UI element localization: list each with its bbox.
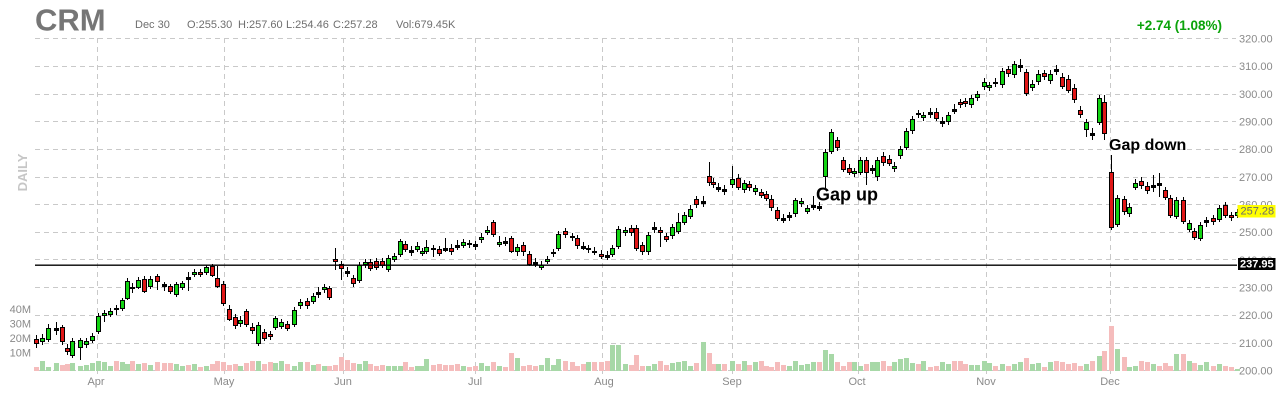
svg-text:30M: 30M [10, 319, 31, 331]
svg-text:Sep: Sep [722, 376, 742, 388]
svg-text:C:257.28: C:257.28 [333, 19, 378, 31]
svg-text:230.00: 230.00 [1239, 283, 1273, 295]
svg-text:Gap down: Gap down [1109, 137, 1186, 154]
svg-text:300.00: 300.00 [1239, 89, 1273, 101]
svg-text:257.28: 257.28 [1241, 206, 1275, 218]
svg-text:310.00: 310.00 [1239, 61, 1273, 73]
svg-text:L:254.46: L:254.46 [286, 19, 329, 31]
svg-text:10M: 10M [10, 348, 31, 360]
svg-text:237.95: 237.95 [1240, 259, 1274, 271]
svg-text:210.00: 210.00 [1239, 338, 1273, 350]
svg-text:Nov: Nov [976, 376, 996, 388]
svg-text:220.00: 220.00 [1239, 310, 1273, 322]
svg-text:320.00: 320.00 [1239, 34, 1273, 46]
svg-text:290.00: 290.00 [1239, 117, 1273, 129]
svg-text:May: May [214, 376, 235, 388]
svg-text:200.00: 200.00 [1239, 366, 1273, 378]
svg-text:Oct: Oct [848, 376, 865, 388]
svg-text:Apr: Apr [87, 376, 104, 388]
svg-text:Jun: Jun [334, 376, 352, 388]
svg-text:Jul: Jul [468, 376, 482, 388]
svg-text:H:257.60: H:257.60 [238, 19, 283, 31]
svg-text:CRM: CRM [35, 3, 106, 38]
svg-text:20M: 20M [10, 333, 31, 345]
svg-text:O:255.30: O:255.30 [187, 19, 232, 31]
svg-text:280.00: 280.00 [1239, 144, 1273, 156]
svg-text:Gap up: Gap up [816, 185, 878, 205]
svg-text:Dec: Dec [1100, 376, 1120, 388]
svg-text:Vol:679.45K: Vol:679.45K [396, 19, 456, 31]
svg-text:250.00: 250.00 [1239, 227, 1273, 239]
svg-text:Dec 30: Dec 30 [135, 19, 170, 31]
svg-text:+2.74 (1.08%): +2.74 (1.08%) [1137, 18, 1222, 33]
svg-text:Aug: Aug [594, 376, 614, 388]
svg-text:40M: 40M [10, 304, 31, 316]
svg-text:DAILY: DAILY [15, 153, 30, 191]
svg-text:270.00: 270.00 [1239, 172, 1273, 184]
